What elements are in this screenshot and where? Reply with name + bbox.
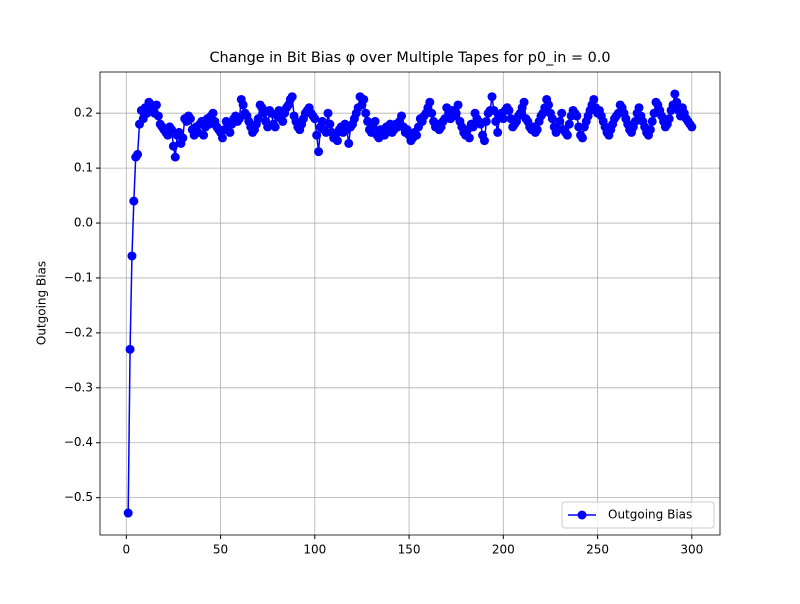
data-point	[314, 147, 324, 157]
data-point	[208, 108, 218, 118]
data-point	[425, 97, 435, 107]
data-point	[278, 116, 288, 126]
data-point	[127, 251, 137, 261]
data-point	[630, 116, 640, 126]
x-tick-label: 0	[122, 543, 130, 557]
data-point	[185, 114, 195, 124]
data-point	[479, 136, 489, 146]
data-point	[672, 97, 682, 107]
data-point	[555, 116, 565, 126]
data-point	[577, 133, 587, 143]
data-point	[332, 136, 342, 146]
data-point	[317, 116, 327, 126]
x-tick-label: 200	[492, 543, 515, 557]
data-point	[270, 122, 280, 132]
legend-box	[561, 501, 715, 529]
data-point	[664, 114, 674, 124]
data-point	[199, 130, 209, 140]
data-point	[129, 196, 139, 206]
data-point	[468, 122, 478, 132]
x-tick-label: 100	[303, 543, 326, 557]
y-tick-label: 0.2	[74, 106, 93, 120]
data-point	[487, 92, 497, 102]
y-tick-label: −0.1	[64, 270, 93, 284]
data-point	[489, 105, 499, 115]
data-point	[361, 108, 371, 118]
data-point	[142, 108, 152, 118]
data-point	[544, 100, 554, 110]
legend-marker	[577, 510, 587, 520]
y-tick-label: −0.3	[64, 380, 93, 394]
x-tick-label: 50	[213, 543, 228, 557]
data-point	[151, 100, 161, 110]
data-point	[363, 116, 373, 126]
data-point	[427, 108, 437, 118]
data-point	[564, 119, 574, 129]
data-point	[370, 116, 380, 126]
data-point	[451, 108, 461, 118]
data-point	[153, 111, 163, 121]
data-point	[547, 114, 557, 124]
data-point	[493, 127, 503, 137]
data-point	[504, 105, 514, 115]
data-point	[312, 130, 322, 140]
data-point	[170, 152, 180, 162]
data-point	[253, 114, 263, 124]
data-point	[325, 119, 335, 129]
data-point	[397, 111, 407, 121]
data-point	[168, 141, 178, 151]
x-tick-label: 250	[586, 543, 609, 557]
plot-frame	[99, 71, 721, 536]
data-point	[557, 108, 567, 118]
data-point	[359, 94, 369, 104]
data-point	[532, 125, 542, 135]
x-tick-label: 150	[398, 543, 421, 557]
y-tick-label: −0.5	[64, 490, 93, 504]
data-point	[133, 149, 143, 159]
data-point	[412, 130, 422, 140]
data-point	[125, 344, 135, 354]
data-point	[519, 97, 529, 107]
data-point	[323, 108, 333, 118]
data-point	[344, 138, 354, 148]
y-tick-label: 0.0	[74, 216, 93, 230]
data-point	[310, 114, 320, 124]
data-point	[589, 94, 599, 104]
data-point	[645, 125, 655, 135]
chart-title: Change in Bit Bias φ over Multiple Tapes…	[209, 50, 610, 66]
data-point	[562, 130, 572, 140]
data-point	[687, 122, 697, 132]
y-tick-label: 0.1	[74, 161, 93, 175]
data-point	[464, 133, 474, 143]
data-point	[234, 114, 244, 124]
data-point	[647, 116, 657, 126]
x-tick-label: 300	[680, 543, 703, 557]
data-point	[178, 133, 188, 143]
data-point	[481, 116, 491, 126]
data-point	[634, 103, 644, 113]
data-point	[123, 508, 133, 518]
data-point	[217, 133, 227, 143]
legend-label: Outgoing Bias	[608, 508, 692, 522]
series-line	[127, 93, 693, 514]
y-tick-label: −0.2	[64, 325, 93, 339]
data-point	[453, 100, 463, 110]
data-point	[572, 111, 582, 121]
data-point	[238, 100, 248, 110]
y-axis-label: Outgoing Bias	[35, 261, 49, 345]
data-point	[498, 114, 508, 124]
data-point	[167, 125, 177, 135]
data-point	[287, 92, 297, 102]
data-point	[670, 89, 680, 99]
data-point	[225, 127, 235, 137]
y-tick-label: −0.4	[64, 435, 93, 449]
